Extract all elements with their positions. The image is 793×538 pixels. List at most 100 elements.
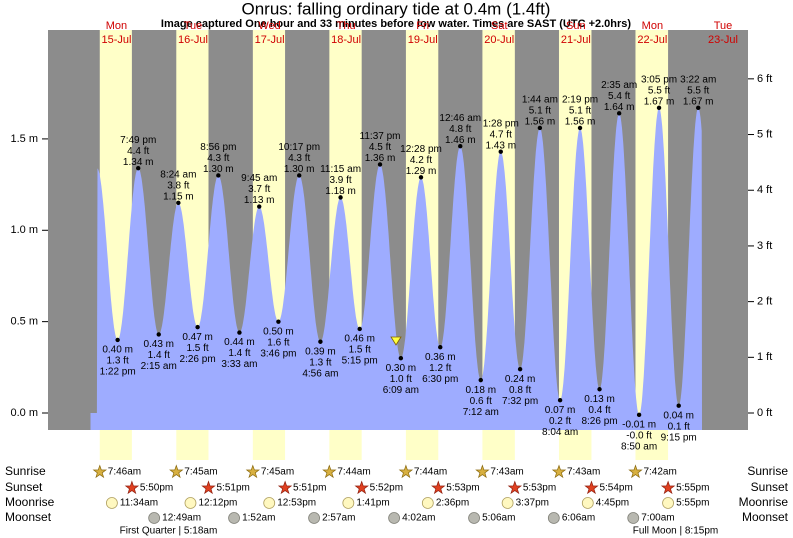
tide-label: 1.36 m xyxy=(365,153,396,164)
sunset-icon xyxy=(277,480,293,495)
row-label: Moonset xyxy=(742,510,789,524)
tide-point xyxy=(498,149,503,154)
tide-label: 1.30 m xyxy=(284,164,315,175)
tide-label: 1.46 m xyxy=(445,135,476,146)
tide-label: 9:15 pm xyxy=(661,432,697,443)
sunset-time: 5:51pm xyxy=(293,483,326,494)
sunrise-icon xyxy=(628,464,643,479)
day-date: 17-Jul xyxy=(255,34,285,46)
row-label: Sunset xyxy=(751,480,789,494)
y-tick-label: 0.0 m xyxy=(10,407,38,419)
moonset-time: 6:06am xyxy=(562,513,595,524)
moonset-time: 1:52am xyxy=(242,513,275,524)
tide-label: 4.3 ft xyxy=(288,153,310,164)
moonrise-icon xyxy=(581,497,594,509)
moonset-icon xyxy=(547,512,560,524)
moonrise-time: 5:55pm xyxy=(676,498,709,509)
tide-label: 1.5 ft xyxy=(186,343,208,354)
tide-point xyxy=(696,105,701,111)
row-label: Sunrise xyxy=(747,464,788,478)
tide-label: 0.50 m xyxy=(263,326,294,337)
tide-point xyxy=(156,332,161,337)
sunset-time: 5:54pm xyxy=(599,483,632,494)
day-name: Mon xyxy=(642,20,663,32)
tide-label: 5:15 pm xyxy=(342,356,378,367)
tide-label: 1.3 ft xyxy=(107,356,129,367)
moonset-icon xyxy=(468,512,480,524)
moonrise-time: 11:34am xyxy=(120,498,158,509)
tide-label: 9:45 am xyxy=(241,173,277,184)
tide-label: 8:26 pm xyxy=(581,416,617,427)
moonrise-time: 1:41pm xyxy=(356,498,389,509)
day-name: Tue xyxy=(714,20,733,32)
chart-subtitle: Image captured One hour and 33 minutes b… xyxy=(161,18,632,30)
tide-label: 0.04 m xyxy=(663,410,694,421)
y2-tick-label: 6 ft xyxy=(757,73,772,85)
tide-label: 10:17 pm xyxy=(278,142,320,153)
tide-label: 1.56 m xyxy=(525,117,556,128)
tide-label: 3.7 ft xyxy=(248,184,270,195)
tide-label: 4.7 ft xyxy=(490,129,512,140)
tide-label: 1.34 m xyxy=(123,157,154,168)
y2-tick-label: 5 ft xyxy=(757,128,772,140)
tide-label: 0.8 ft xyxy=(509,385,531,396)
tide-point xyxy=(517,366,523,372)
sunset-icon xyxy=(124,480,140,495)
tide-label: 3:46 pm xyxy=(260,348,296,359)
moonrise-icon xyxy=(105,497,118,509)
tide-label: 5.5 ft xyxy=(687,85,709,96)
moonset-icon xyxy=(228,512,240,524)
tide-label: 0.4 ft xyxy=(588,405,610,416)
tide-label: 2:19 pm xyxy=(562,95,598,106)
sunrise-time: 7:43am xyxy=(490,467,523,478)
tide-label: 0.39 m xyxy=(305,346,336,357)
moonset-icon xyxy=(308,512,320,524)
tide-label: 7:12 am xyxy=(463,407,499,418)
tide-label: 4.8 ft xyxy=(449,124,471,135)
sunset-time: 5:53pm xyxy=(523,483,556,494)
moonrise-time: 12:53pm xyxy=(277,498,316,509)
tide-point xyxy=(458,144,463,149)
tide-point xyxy=(616,111,622,116)
row-label: Moonset xyxy=(5,510,52,524)
moonrise-icon xyxy=(421,497,434,509)
sunset-icon xyxy=(507,480,523,495)
tide-label: 1.43 m xyxy=(485,140,516,151)
y2-tick-label: 1 ft xyxy=(757,351,772,363)
tide-label: 0.6 ft xyxy=(470,396,492,407)
moon-phase-note: First Quarter | 5:18am xyxy=(120,526,218,537)
sunrise-time: 7:46am xyxy=(108,467,141,478)
sunrise-time: 7:45am xyxy=(261,467,294,478)
tide-label: -0.01 m xyxy=(622,419,656,430)
sunset-time: 5:55pm xyxy=(676,483,709,494)
y-tick-label: 1.5 m xyxy=(10,133,38,145)
tide-point xyxy=(216,173,221,178)
tide-label: 1:44 am xyxy=(522,95,558,106)
tide-point xyxy=(418,175,424,180)
tide-label: 5.1 ft xyxy=(529,106,551,117)
tide-label: 0.47 m xyxy=(182,332,213,343)
tide-point xyxy=(357,326,362,332)
y2-tick-label: 2 ft xyxy=(757,296,772,308)
tide-label: 1.30 m xyxy=(203,164,234,175)
moonrise-icon xyxy=(263,497,276,509)
tide-point xyxy=(577,125,583,131)
day-name: Fri xyxy=(416,20,429,32)
moonset-time: 7:00am xyxy=(641,513,674,524)
tide-label: 0.40 m xyxy=(102,345,133,356)
sunset-icon xyxy=(431,480,446,495)
sunset-time: 5:50pm xyxy=(140,483,173,494)
sunset-time: 5:52pm xyxy=(370,483,403,494)
tide-label: 3:22 am xyxy=(680,74,716,85)
moonset-time: 12:49am xyxy=(162,513,201,524)
tide-label: 0.07 m xyxy=(545,405,576,416)
tide-label: 4.2 ft xyxy=(410,155,432,166)
tide-label: 4:56 am xyxy=(302,368,338,379)
row-label: Sunset xyxy=(5,480,43,494)
y2-tick-label: 4 ft xyxy=(757,184,772,196)
tide-label: 0.1 ft xyxy=(668,421,690,432)
tide-label: 5.5 ft xyxy=(648,85,670,96)
tide-label: 0.2 ft xyxy=(549,416,571,427)
tide-point xyxy=(398,355,404,361)
moonrise-icon xyxy=(184,497,197,509)
